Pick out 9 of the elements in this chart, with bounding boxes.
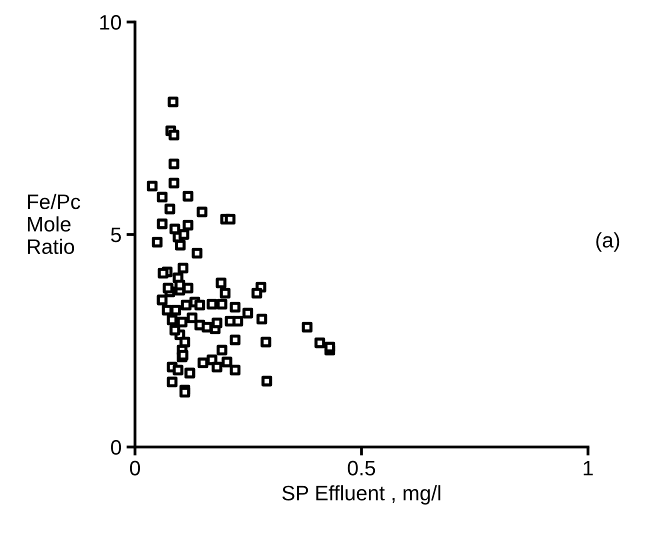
y-tick-label: 5 xyxy=(111,228,121,242)
x-tick-label: 0.5 xyxy=(348,460,376,476)
y-axis-title: Fe/Pc Mole Ratio xyxy=(28,194,80,254)
x-tick-label: 1 xyxy=(584,460,593,476)
x-axis-title: SP Effluent , mg/l xyxy=(282,485,440,505)
x-tick-label: 0 xyxy=(130,460,140,476)
y-tick-label: 0 xyxy=(111,440,121,455)
y-tick-label: 10 xyxy=(100,15,121,30)
text: (a) xyxy=(596,232,620,252)
